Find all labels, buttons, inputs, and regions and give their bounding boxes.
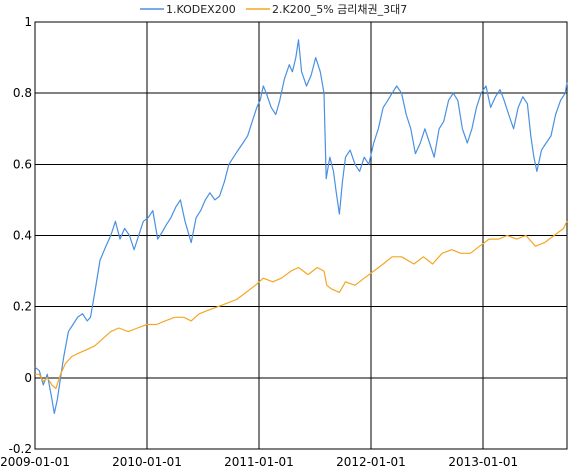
x-tick-label: 2011-01-01 xyxy=(224,455,294,469)
y-tick-label: 0.4 xyxy=(13,229,32,243)
x-tick-label: 2010-01-01 xyxy=(112,455,182,469)
x-tick-label: 2009-01-01 xyxy=(0,455,70,469)
y-tick-label: -0.2 xyxy=(9,442,32,456)
y-tick-label: 0.2 xyxy=(13,300,32,314)
series-line-2 xyxy=(35,221,568,390)
plot-frame xyxy=(34,21,568,450)
legend-label-1: 1.KODEX200 xyxy=(166,3,236,16)
series-line-1 xyxy=(34,39,568,414)
y-tick-label: 0 xyxy=(24,371,32,385)
legend-label-2: 2.K200_5% 금리채권_3대7 xyxy=(272,3,407,16)
x-tick-label: 2012-01-01 xyxy=(336,455,406,469)
y-tick-label: 1 xyxy=(24,15,32,29)
x-tick-label: 2013-01-01 xyxy=(448,455,518,469)
y-tick-label: 0.6 xyxy=(13,157,32,171)
y-tick-label: 0.8 xyxy=(13,86,32,100)
